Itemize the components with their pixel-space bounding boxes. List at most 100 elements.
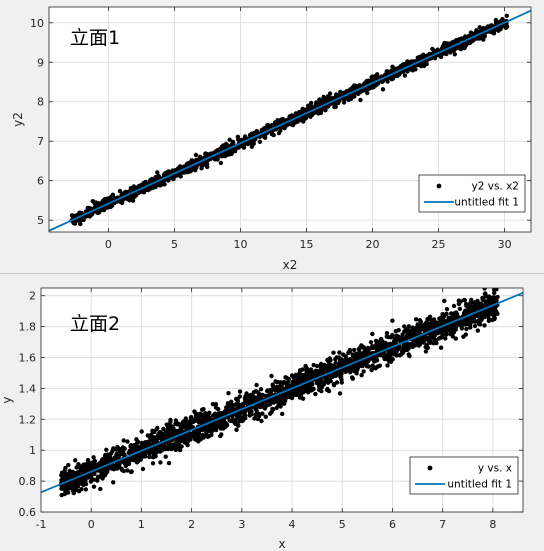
scatter-point xyxy=(331,350,336,355)
scatter-point xyxy=(247,410,253,415)
scatter-point xyxy=(296,376,302,382)
scatter-point xyxy=(119,467,125,473)
scatter-point xyxy=(325,94,330,99)
scatter-point xyxy=(424,342,429,348)
scatter-point xyxy=(396,328,401,333)
scatter-point xyxy=(418,63,424,69)
scatter-point xyxy=(300,387,306,392)
scatter-point xyxy=(444,326,449,331)
scatter-point xyxy=(180,420,186,425)
scatter-point xyxy=(328,362,333,367)
scatter-point xyxy=(274,405,279,410)
scatter-point xyxy=(130,457,136,463)
scatter-point xyxy=(163,454,168,459)
scatter-point xyxy=(439,317,444,322)
x-tick-label: 2 xyxy=(188,518,195,531)
scatter-point xyxy=(444,311,449,316)
overlay-label: 立面2 xyxy=(70,313,120,335)
scatter-point xyxy=(92,458,98,464)
scatter-point xyxy=(225,404,230,409)
scatter-point xyxy=(147,451,152,456)
scatter-point xyxy=(483,311,489,316)
scatter-point xyxy=(125,468,130,473)
ticks: 0 5 10 15 20 25 30 5 6 7 8 9 10 xyxy=(30,7,531,251)
scatter-point xyxy=(417,318,423,323)
scatter-point xyxy=(451,303,457,309)
scatter-point xyxy=(417,328,423,333)
scatter-point xyxy=(130,447,135,453)
legend[interactable]: y vs. x untitled fit 1 xyxy=(409,456,519,495)
scatter-point xyxy=(263,414,268,419)
scatter-point xyxy=(422,323,427,328)
legend-label-fit: untitled fit 1 xyxy=(454,197,519,209)
scatter-point xyxy=(83,487,89,492)
scatter-point xyxy=(243,394,248,399)
scatter-point xyxy=(147,454,152,460)
scatter-point xyxy=(362,350,368,355)
scatter-point xyxy=(480,297,485,303)
fit-line xyxy=(41,291,523,494)
scatter-point xyxy=(218,160,224,166)
scatter-point xyxy=(80,464,85,470)
scatter-point xyxy=(278,380,283,385)
scatter-point xyxy=(201,407,206,412)
scatter-point xyxy=(313,391,318,397)
scatter-point xyxy=(229,399,234,404)
scatter-point xyxy=(401,350,406,355)
scatter-point xyxy=(211,413,216,418)
scatter-point xyxy=(448,325,454,330)
scatter-point xyxy=(409,328,414,333)
scatter-point xyxy=(348,358,353,363)
scatter-point xyxy=(158,431,163,436)
scatter-point xyxy=(413,67,418,72)
scatter-point xyxy=(394,353,399,358)
scatter-point xyxy=(273,395,279,401)
scatter-point xyxy=(259,127,265,132)
scatter-point xyxy=(331,381,337,387)
scatter-point xyxy=(269,373,274,379)
scatter-point xyxy=(151,435,157,440)
scatter-point xyxy=(253,389,259,394)
scatter-point xyxy=(273,387,278,393)
chart-top: 0 5 10 15 20 25 30 5 6 7 8 9 10 x2 y2 立面1 y2 vs. x2 untit… xyxy=(11,6,532,272)
y-tick-label: 1.2 xyxy=(19,413,37,426)
scatter-point xyxy=(119,450,125,455)
scatter-point xyxy=(289,121,294,126)
scatter-point xyxy=(278,400,283,405)
scatter-point xyxy=(390,75,395,81)
y-tick-label: 1.8 xyxy=(19,321,37,334)
scatter-point xyxy=(484,300,489,305)
scatter-point xyxy=(356,91,361,97)
legend[interactable]: y2 vs. x2 untitled fit 1 xyxy=(418,174,526,213)
x-tick-label: 5 xyxy=(171,238,178,251)
scatter-point xyxy=(303,363,308,369)
scatter-point xyxy=(227,137,232,142)
scatter-point xyxy=(285,379,291,385)
x-tick-label: 3 xyxy=(238,518,245,531)
scatter-point xyxy=(423,349,429,354)
scatter-point xyxy=(399,335,404,341)
scatter-point xyxy=(113,466,119,471)
scatter-point xyxy=(224,152,230,157)
y-tick-label: 10 xyxy=(30,17,44,30)
scatter-point xyxy=(134,456,139,461)
grid xyxy=(49,7,531,232)
scatter-point xyxy=(464,303,469,308)
scatter-point xyxy=(343,354,348,359)
scatter-point xyxy=(161,426,166,432)
scatter-point xyxy=(358,344,363,350)
scatter-point xyxy=(410,344,415,349)
scatter-point xyxy=(290,114,295,119)
scatter-point xyxy=(350,376,355,381)
legend-label-points: y vs. x xyxy=(478,463,512,475)
scatter-point xyxy=(173,421,178,427)
scatter-point xyxy=(339,380,344,385)
scatter-point xyxy=(128,185,134,191)
scatter-point xyxy=(91,464,97,469)
scatter-point xyxy=(261,402,266,407)
legend-box xyxy=(409,456,519,495)
legend-label-fit: untitled fit 1 xyxy=(447,479,512,491)
scatter-point xyxy=(492,315,497,321)
scatter-point xyxy=(486,318,492,323)
scatter-point xyxy=(247,397,252,402)
